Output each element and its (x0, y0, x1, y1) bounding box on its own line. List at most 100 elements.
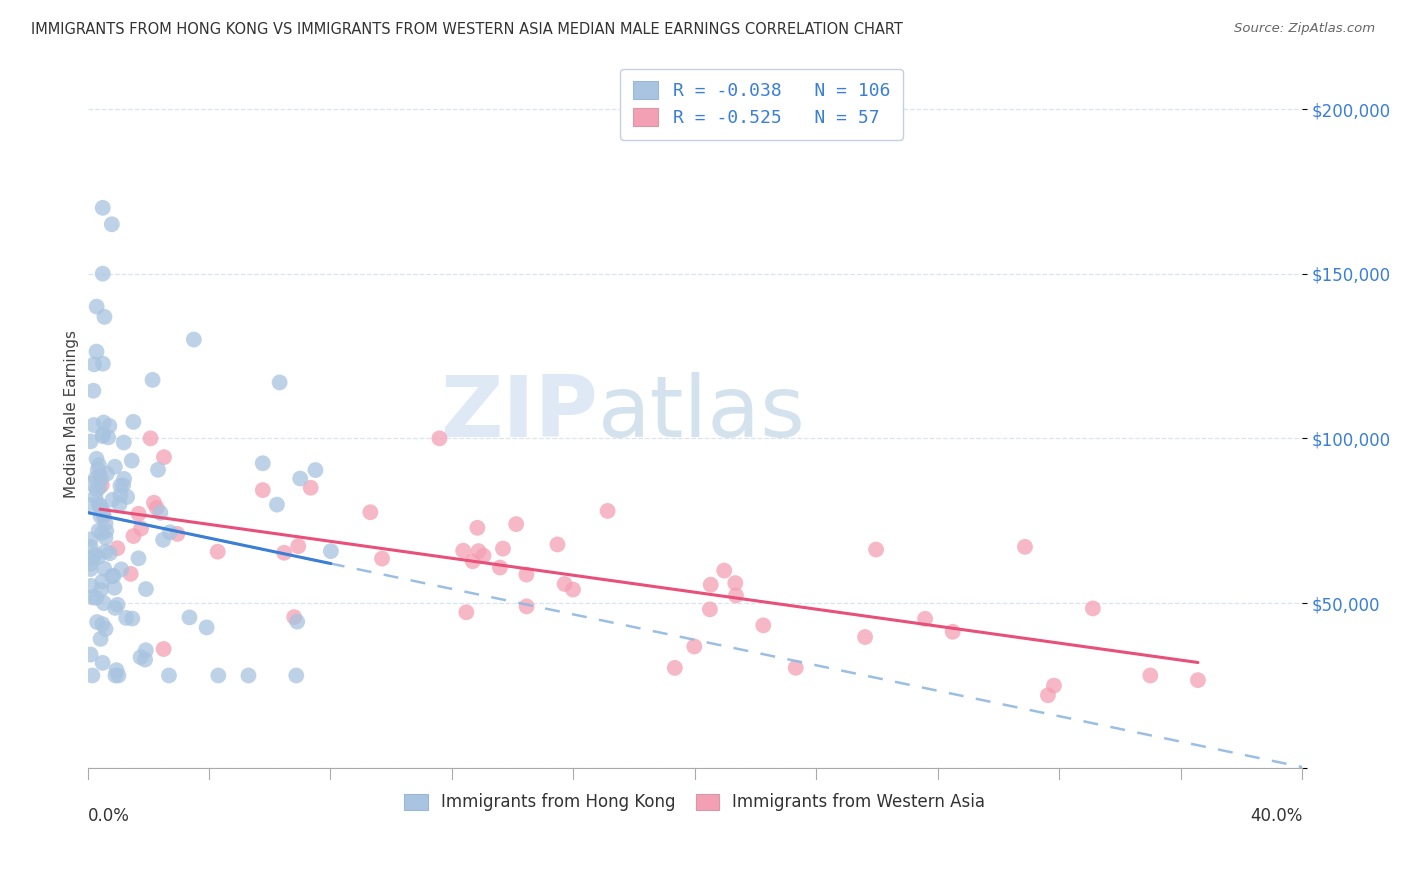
Text: atlas: atlas (598, 372, 806, 455)
Point (104, 601, 127, 615)
Point (122, 529, 145, 543)
Text: 0.0%: 0.0% (87, 806, 129, 824)
Point (195, 620, 218, 634)
Point (79, 562, 101, 576)
Point (1036, 688, 1059, 702)
Point (93, 508, 115, 523)
Point (266, 498, 288, 512)
Point (93, 310, 115, 324)
Point (101, 569, 124, 583)
Point (149, 506, 172, 520)
Point (596, 504, 619, 518)
Point (94, 622, 117, 636)
Point (86, 615, 108, 629)
Point (90, 478, 112, 492)
Point (467, 521, 489, 535)
Point (82, 551, 104, 566)
Point (79, 434, 101, 449)
Point (94, 531, 117, 545)
Point (84, 547, 107, 561)
Point (914, 612, 936, 626)
Point (91, 503, 114, 517)
Point (91, 427, 114, 442)
Point (101, 217, 124, 231)
Point (104, 459, 127, 474)
Point (94, 516, 117, 531)
Point (89, 481, 111, 495)
Point (179, 610, 201, 624)
Point (107, 598, 129, 612)
Point (785, 661, 807, 675)
Point (90, 582, 112, 597)
Point (304, 463, 326, 477)
Point (84, 490, 107, 504)
Point (547, 537, 569, 551)
Point (107, 668, 129, 682)
Point (142, 373, 165, 387)
Point (371, 551, 394, 566)
Point (105, 663, 128, 677)
Point (89, 509, 111, 524)
Point (554, 577, 576, 591)
Point (451, 543, 474, 558)
Point (183, 333, 205, 347)
Point (80, 591, 103, 605)
Point (252, 483, 274, 497)
Point (142, 496, 165, 510)
Point (299, 481, 322, 495)
Point (129, 521, 152, 535)
Point (942, 624, 965, 639)
Point (319, 544, 342, 558)
Point (699, 602, 721, 616)
Point (159, 525, 181, 540)
Point (492, 541, 515, 556)
Point (94, 544, 117, 558)
Point (84, 591, 107, 605)
Point (699, 577, 721, 591)
Point (1187, 673, 1209, 688)
Point (461, 554, 484, 568)
Point (93, 562, 115, 576)
Point (207, 544, 229, 558)
Point (84, 471, 107, 485)
Point (207, 668, 229, 682)
Point (91, 267, 114, 281)
Point (86, 344, 108, 359)
Point (104, 668, 127, 682)
Point (129, 650, 152, 665)
Point (91, 357, 114, 371)
Point (865, 542, 887, 557)
Point (115, 490, 138, 504)
Point (80, 476, 103, 491)
Point (562, 582, 585, 597)
Point (683, 640, 706, 654)
Point (97, 430, 120, 444)
Point (152, 642, 174, 657)
Point (664, 661, 686, 675)
Point (1081, 601, 1104, 615)
Point (87, 549, 110, 564)
Point (472, 549, 495, 563)
Point (127, 551, 149, 566)
Point (283, 610, 305, 624)
Point (79, 533, 101, 547)
Point (135, 582, 157, 596)
Point (110, 562, 132, 576)
Point (87, 458, 110, 472)
Point (83, 417, 105, 432)
Point (91, 656, 114, 670)
Point (103, 581, 125, 595)
Point (96, 467, 118, 481)
Point (287, 539, 309, 553)
Text: ZIP: ZIP (440, 372, 598, 455)
Y-axis label: Median Male Earnings: Median Male Earnings (65, 330, 79, 498)
Point (110, 488, 132, 502)
Point (515, 567, 537, 582)
Point (516, 599, 538, 614)
Point (288, 471, 311, 485)
Point (87, 524, 110, 538)
Point (86, 300, 108, 314)
Point (153, 450, 176, 465)
Point (87, 463, 110, 477)
Point (157, 668, 180, 682)
